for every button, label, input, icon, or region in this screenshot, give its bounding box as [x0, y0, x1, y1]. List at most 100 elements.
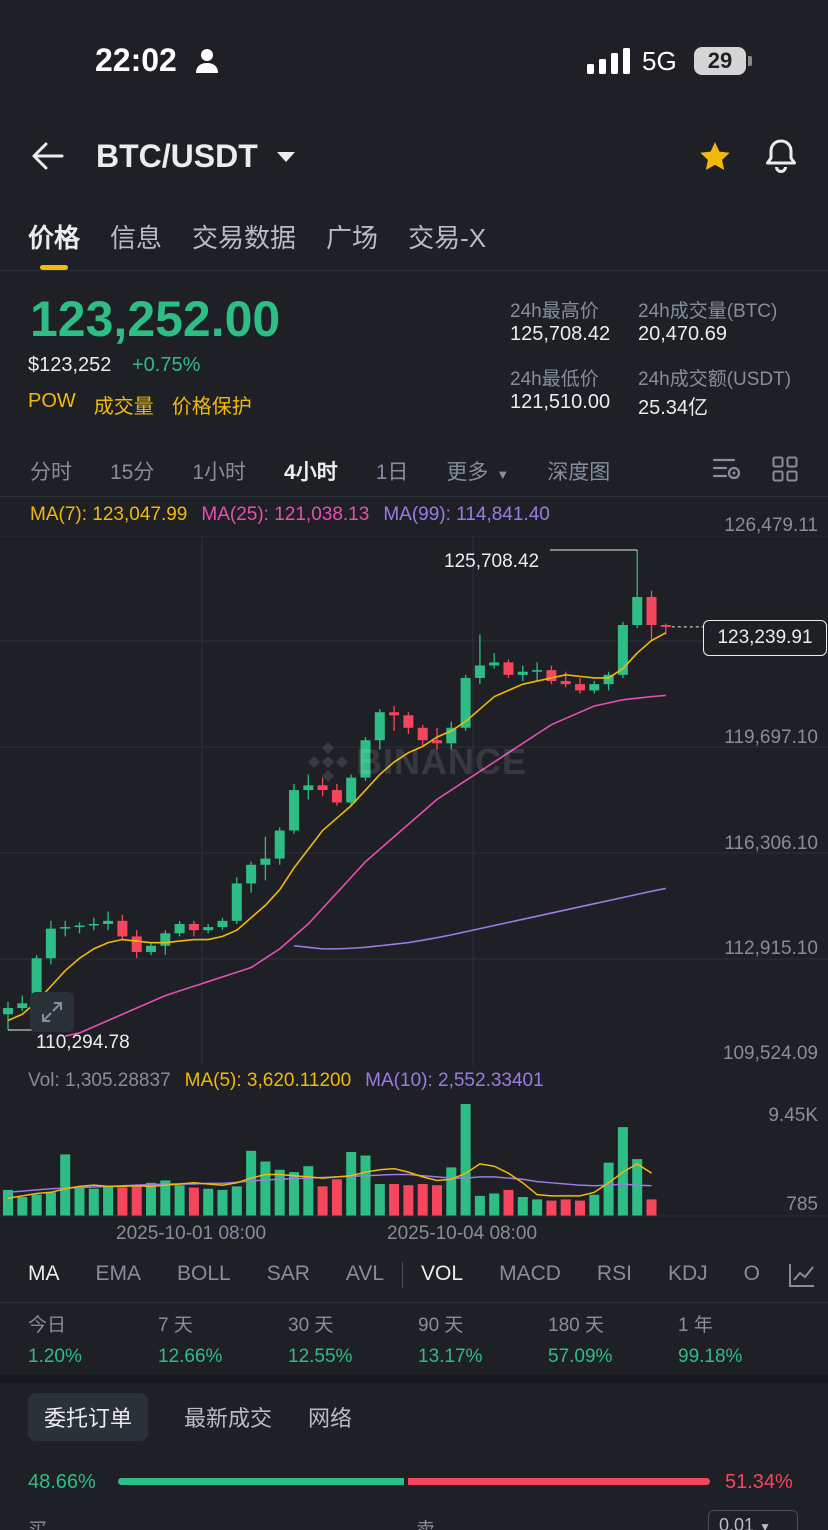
tab-price[interactable]: 价格: [28, 223, 81, 253]
volume-bar: [303, 1166, 314, 1216]
volume-bar: [60, 1154, 71, 1216]
interval-line[interactable]: 分时: [30, 461, 72, 484]
interval-more-label: 更多: [446, 461, 489, 484]
chevron-down-icon[interactable]: [276, 150, 296, 168]
volume-bar: [331, 1179, 342, 1216]
candle-body: [417, 727, 428, 741]
candle-body: [432, 740, 442, 744]
tab-order-book[interactable]: 委托订单: [28, 1393, 149, 1441]
volume-bar: [246, 1150, 257, 1216]
volume-bar: [146, 1182, 156, 1216]
volume-chart[interactable]: [0, 1096, 828, 1218]
indicator-tabs: MA EMA BOLL SAR AVL VOL MACD RSI KDJ O: [28, 1262, 796, 1288]
candle-body: [246, 864, 257, 884]
low-value: 121,510.00: [510, 391, 611, 413]
sell-column-label: 卖: [416, 1515, 435, 1530]
volume-bar: [260, 1161, 271, 1216]
person-icon: [195, 48, 219, 79]
candle-body: [460, 677, 471, 728]
volume-bar: [360, 1155, 371, 1216]
candle-body: [617, 625, 628, 675]
tab-trading-data[interactable]: 交易数据: [192, 223, 297, 253]
chart-indicator-icon[interactable]: [784, 1262, 816, 1293]
interval-4h[interactable]: 4小时: [284, 461, 338, 484]
volume-bar: [417, 1184, 428, 1216]
volume-bar: [17, 1197, 28, 1216]
watermark-text: BINANCE: [356, 741, 528, 782]
volume-bar: [446, 1167, 457, 1216]
watermark: BINANCE: [306, 740, 527, 784]
perf-label: 30 天: [288, 1315, 334, 1336]
tag-price-protection[interactable]: 价格保护: [171, 396, 252, 418]
bell-icon[interactable]: [764, 138, 798, 179]
volume-bar: [575, 1200, 585, 1216]
indicator-macd[interactable]: MACD: [499, 1262, 561, 1285]
volume-bar: [117, 1187, 128, 1216]
perf-value: 12.66%: [158, 1346, 223, 1367]
buy-column-label: 买: [28, 1515, 47, 1530]
back-arrow-icon[interactable]: [32, 142, 64, 175]
tab-square[interactable]: 广场: [326, 223, 379, 253]
grid-layout-icon[interactable]: [772, 456, 798, 487]
indicator-more[interactable]: O: [743, 1262, 760, 1285]
volume-bar: [632, 1159, 643, 1216]
tab-trade-x[interactable]: 交易-X: [408, 223, 487, 253]
volume-bar: [103, 1186, 114, 1216]
vol-axis-label: 785: [786, 1194, 818, 1215]
perf-180d: 180 天 57.09%: [548, 1310, 678, 1368]
interval-1h[interactable]: 1小时: [192, 461, 247, 484]
tab-network[interactable]: 网络: [308, 1406, 353, 1431]
candle-body: [60, 927, 71, 929]
candle-body: [131, 936, 142, 952]
price-axis-label: 112,915.10: [724, 938, 818, 959]
tab-recent-trades[interactable]: 最新成交: [184, 1406, 273, 1431]
time-axis-label: 2025-10-01 08:00: [116, 1223, 267, 1244]
low-label: 24h最低价: [510, 369, 599, 390]
high-marker: 125,708.42: [444, 551, 540, 572]
volume-bar: [160, 1180, 171, 1216]
indicator-ma[interactable]: MA: [28, 1262, 60, 1285]
expand-icon[interactable]: [30, 992, 74, 1032]
ma-legend: MA(7): 123,047.99 MA(25): 121,038.13 MA(…: [30, 504, 550, 526]
interval-more[interactable]: 更多 ▼: [446, 456, 509, 486]
high-value: 125,708.42: [510, 323, 611, 345]
tag-volume[interactable]: 成交量: [93, 396, 154, 418]
perf-value: 13.17%: [418, 1346, 483, 1367]
precision-select[interactable]: 0.01 ▼: [708, 1510, 798, 1530]
candlestick-chart[interactable]: [0, 536, 828, 1066]
time-axis-label: 2025-10-04 08:00: [387, 1223, 538, 1244]
candle-body: [174, 923, 185, 934]
divider: [0, 1302, 828, 1303]
candle-body: [346, 777, 357, 803]
pair-title[interactable]: BTC/USDT: [96, 138, 258, 174]
candle-body: [88, 923, 99, 926]
tag-pow[interactable]: POW: [28, 390, 76, 412]
interval-1d[interactable]: 1日: [375, 461, 409, 484]
perf-1y: 1 年 99.18%: [678, 1310, 808, 1368]
candle-body: [3, 1008, 13, 1015]
candle-body: [660, 625, 671, 627]
indicator-kdj[interactable]: KDJ: [667, 1262, 708, 1285]
divider: [0, 270, 828, 271]
volume-bar: [646, 1199, 657, 1216]
chart-settings-icon[interactable]: [712, 456, 742, 487]
indicator-ema[interactable]: EMA: [95, 1262, 142, 1285]
tab-info[interactable]: 信息: [110, 223, 163, 253]
chevron-down-icon: ▼: [496, 467, 510, 482]
vol-axis-label: 9.45K: [768, 1105, 818, 1126]
network-type: 5G: [642, 46, 677, 76]
interval-15m[interactable]: 15分: [110, 461, 155, 484]
indicator-boll[interactable]: BOLL: [177, 1262, 231, 1285]
star-icon[interactable]: [698, 140, 732, 179]
indicator-vol[interactable]: VOL: [421, 1262, 464, 1285]
indicator-rsi[interactable]: RSI: [596, 1262, 632, 1285]
candle-body: [45, 928, 56, 959]
volume-bar: [589, 1194, 600, 1216]
section-divider: [0, 1375, 828, 1383]
price-axis-label: 119,697.10: [724, 727, 818, 748]
indicator-avl[interactable]: AVL: [345, 1262, 385, 1285]
interval-depth[interactable]: 深度图: [547, 461, 611, 484]
candle-body: [160, 933, 171, 946]
ma99-line: [293, 887, 666, 950]
indicator-sar[interactable]: SAR: [266, 1262, 310, 1285]
